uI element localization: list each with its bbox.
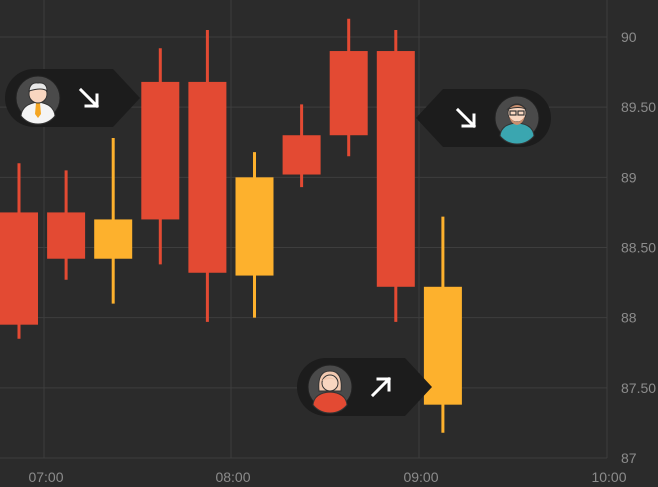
candle-8	[376, 29, 415, 322]
candle-0	[0, 163, 38, 339]
candle-7	[329, 18, 368, 157]
man-tie-avatar-icon	[15, 75, 61, 125]
x-tick-label-2: 09:00	[403, 469, 438, 485]
candle-body-9	[423, 286, 462, 405]
arrow-up-right-icon	[370, 376, 392, 398]
candle-body-4	[188, 81, 227, 273]
candle-body-1	[47, 212, 86, 259]
y-tick-label-5: 89.50	[621, 99, 656, 115]
candle-5	[235, 152, 274, 318]
candle-6	[282, 104, 321, 188]
candle-body-0	[0, 212, 38, 325]
candle-4	[188, 29, 227, 322]
arrow-down-right-icon	[78, 87, 100, 109]
y-tick-label-0: 87	[621, 450, 637, 466]
y-tick-label-4: 89	[621, 169, 637, 185]
candles	[0, 18, 462, 433]
y-tick-label-3: 88.50	[621, 240, 656, 256]
x-tick-label-1: 08:00	[215, 469, 250, 485]
x-axis: 07:00 08:00 09:00 10:00	[28, 469, 626, 485]
candle-body-5	[235, 177, 274, 276]
candle-body-8	[376, 51, 415, 287]
candle-2	[94, 138, 133, 304]
candle-body-3	[141, 81, 180, 220]
arrow-down-right-icon	[455, 107, 477, 129]
annotation-bubble-1[interactable]	[5, 69, 140, 127]
man-glasses-beard-avatar-icon	[494, 95, 540, 145]
y-tick-label-1: 87.50	[621, 380, 656, 396]
candle-1	[47, 170, 86, 280]
candle-3	[141, 48, 180, 265]
y-tick-label-6: 90	[621, 29, 637, 45]
y-tick-label-2: 88	[621, 310, 637, 326]
woman-avatar-icon	[307, 364, 353, 414]
candle-body-6	[282, 135, 321, 175]
candle-body-7	[329, 51, 368, 136]
annotation-bubble-2[interactable]	[416, 89, 551, 147]
x-tick-label-3: 10:00	[591, 469, 626, 485]
candle-9	[423, 216, 462, 433]
y-axis: 87 87.50 88 88.50 89 89.50 90	[621, 29, 656, 466]
annotation-bubble-3[interactable]	[297, 358, 432, 416]
x-tick-label-0: 07:00	[28, 469, 63, 485]
candle-body-2	[94, 219, 133, 259]
